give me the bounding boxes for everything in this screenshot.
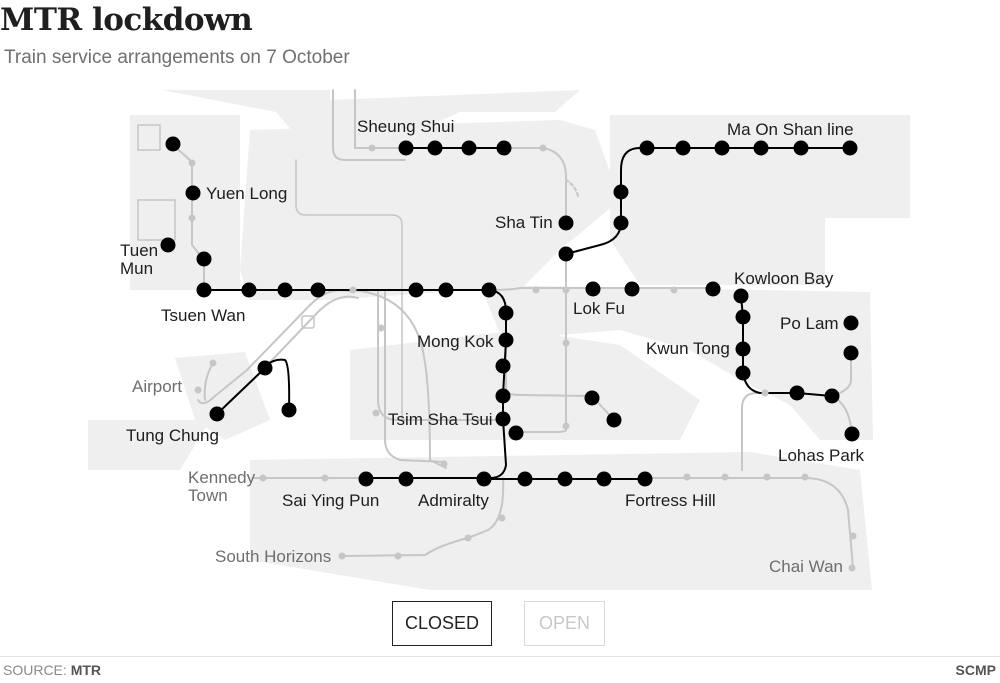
label-sai-ying-pun: Sai Ying Pun (282, 491, 379, 510)
label-mong-kok: Mong Kok (417, 332, 494, 351)
credit: SCMP (955, 662, 996, 678)
label-chai-wan: Chai Wan (769, 557, 843, 576)
label-lohas-park: Lohas Park (778, 446, 864, 465)
label-tuen-mun-1: Tuen (120, 241, 158, 260)
label-south-horizons: South Horizons (215, 547, 331, 566)
page-title: MTR lockdown (0, 2, 253, 38)
source-note: SOURCE: MTR (3, 662, 101, 678)
land-masses (88, 90, 910, 590)
label-kennedy-town-2: Town (188, 486, 228, 505)
source-value: MTR (70, 662, 102, 678)
closed-toggle-button[interactable]: CLOSED (392, 601, 492, 646)
source-label: SOURCE: (3, 662, 67, 678)
label-tsim-sha-tsui: Tsim Sha Tsui (388, 410, 493, 429)
station-labels: Sheung Shui Ma On Shan line Yuen Long Sh… (120, 117, 864, 576)
label-yuen-long: Yuen Long (206, 184, 287, 203)
label-admiralty: Admiralty (418, 491, 489, 510)
label-fortress-hill: Fortress Hill (625, 491, 716, 510)
label-sheung-shui: Sheung Shui (357, 117, 454, 136)
label-airport: Airport (132, 377, 182, 396)
label-tuen-mun-2: Mun (120, 259, 153, 278)
label-tsuen-wan: Tsuen Wan (161, 306, 245, 325)
label-ma-on-shan-line: Ma On Shan line (727, 120, 854, 139)
page-subtitle: Train service arrangements on 7 October (4, 47, 350, 68)
label-tung-chung: Tung Chung (126, 426, 219, 445)
closed-stations (160, 136, 860, 487)
label-kennedy-town-1: Kennedy (188, 468, 256, 487)
label-kwun-tong: Kwun Tong (646, 339, 730, 358)
footer-divider (0, 656, 1000, 657)
open-toggle-button[interactable]: OPEN (524, 601, 605, 646)
label-kowloon-bay: Kowloon Bay (734, 269, 834, 288)
label-sha-tin: Sha Tin (495, 213, 553, 232)
label-po-lam: Po Lam (780, 314, 839, 333)
label-lok-fu: Lok Fu (573, 299, 625, 318)
open-stations (188, 144, 857, 572)
